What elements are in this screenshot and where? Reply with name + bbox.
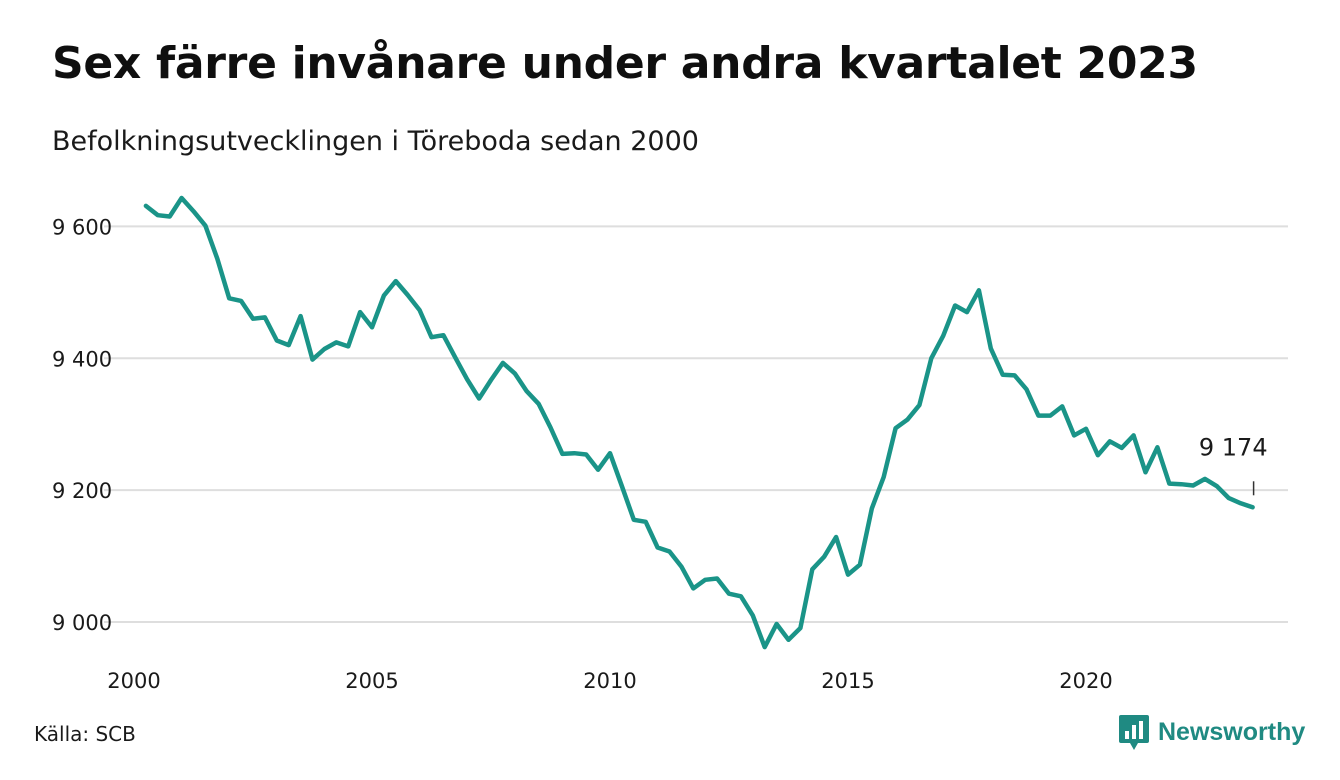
newsworthy-logo-icon	[1119, 715, 1149, 750]
y-tick-label: 9 200	[52, 479, 112, 503]
brand-logo[interactable]: Newsworthy	[1118, 712, 1305, 752]
y-tick-label: 9 000	[52, 611, 112, 635]
chart-subtitle: Befolkningsutvecklingen i Töreboda sedan…	[52, 126, 699, 157]
source-note: Källa: SCB	[34, 722, 136, 746]
last-value-annotation: 9 174	[1199, 433, 1268, 496]
x-tick-label: 2010	[583, 669, 636, 693]
y-axis-ticks: 9 000 9 200 9 400 9 600	[52, 215, 112, 635]
annotation-label: 9 174	[1199, 433, 1268, 461]
y-tick-label: 9 400	[52, 347, 112, 371]
brand-name: Newsworthy	[1158, 717, 1306, 746]
x-tick-label: 2000	[107, 669, 160, 693]
grid-lines	[104, 225, 1288, 624]
x-tick-label: 2015	[821, 669, 874, 693]
x-axis-ticks: 2000 2005 2010 2015 2020	[107, 669, 1112, 693]
y-tick-label: 9 600	[52, 215, 112, 239]
line-chart: 9 000 9 200 9 400 9 600 2000 2005 2010 2015 202…	[52, 195, 1288, 693]
series-group	[143, 195, 1255, 650]
x-tick-label: 2020	[1059, 669, 1112, 693]
series-line-0	[143, 195, 1255, 650]
x-tick-label: 2005	[345, 669, 398, 693]
chart-title: Sex färre invånare under andra kvartalet…	[52, 38, 1198, 89]
